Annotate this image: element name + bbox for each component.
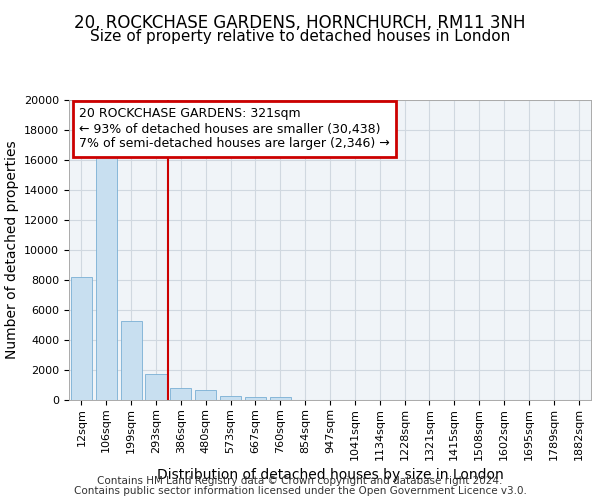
Bar (170, 388, 191, 400)
Bar (195, 390, 216, 400)
Text: 20 ROCKCHASE GARDENS: 321sqm
← 93% of detached houses are smaller (30,438)
7% of: 20 ROCKCHASE GARDENS: 321sqm ← 93% of de… (79, 108, 390, 150)
Text: 20, ROCKCHASE GARDENS, HORNCHURCH, RM11 3NH: 20, ROCKCHASE GARDENS, HORNCHURCH, RM11 … (74, 14, 526, 32)
Bar (245, 397, 266, 400)
Text: Contains public sector information licensed under the Open Government Licence v3: Contains public sector information licen… (74, 486, 526, 496)
X-axis label: Distribution of detached houses by size in London: Distribution of detached houses by size … (157, 468, 503, 482)
Bar (220, 396, 241, 400)
Y-axis label: Number of detached properties: Number of detached properties (5, 140, 19, 360)
Bar (96, 152, 117, 400)
Text: Size of property relative to detached houses in London: Size of property relative to detached ho… (90, 28, 510, 44)
Text: Contains HM Land Registry data © Crown copyright and database right 2024.: Contains HM Land Registry data © Crown c… (97, 476, 503, 486)
Bar (121, 320, 142, 400)
Bar (270, 397, 291, 400)
Bar (145, 374, 167, 400)
Bar (71, 277, 92, 400)
